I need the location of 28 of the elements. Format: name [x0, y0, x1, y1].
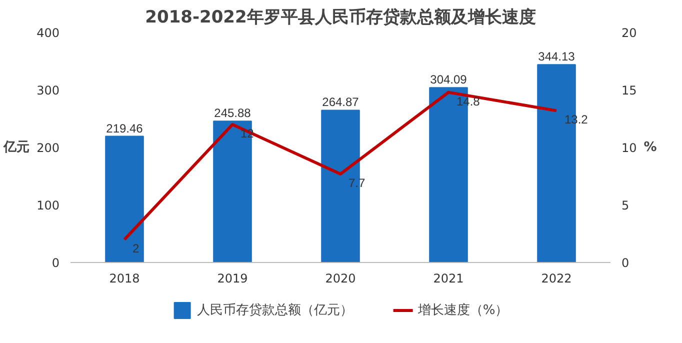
y-tick-label: 100 — [36, 198, 60, 212]
data-label: 219.46 — [106, 121, 144, 136]
legend-label: 增长速度（%） — [418, 302, 508, 319]
chart-title: 2018-2022年罗平县人民币存贷款总额及增长速度 — [145, 8, 536, 28]
y-axis-title: 亿元 — [2, 140, 30, 155]
legend-label: 人民币存贷款总额（亿元） — [196, 302, 353, 319]
x-tick-label: 2018 — [109, 272, 140, 286]
y2-tick-label: 10 — [622, 141, 637, 155]
x-tick-label: 2019 — [217, 272, 248, 286]
y2-tick-label: 20 — [622, 26, 637, 40]
y2-tick-label: 15 — [622, 84, 637, 98]
y2-axis-title: % — [644, 140, 657, 155]
data-label: 304.09 — [430, 72, 468, 87]
y-tick-label: 300 — [36, 84, 60, 98]
x-tick-label: 2022 — [541, 272, 572, 286]
x-tick-label: 2020 — [325, 272, 356, 286]
y-tick-label: 400 — [36, 26, 60, 40]
y2-tick-label: 5 — [622, 198, 630, 212]
data-label: 245.88 — [214, 106, 252, 120]
bar — [105, 136, 144, 262]
x-tick-label: 2021 — [433, 272, 464, 286]
y-tick-label: 0 — [52, 256, 60, 270]
y-tick-label: 200 — [36, 141, 60, 155]
data-label: 2 — [132, 242, 140, 256]
data-label: 264.87 — [322, 95, 360, 110]
data-label: 344.13 — [538, 50, 576, 64]
y2-tick-label: 0 — [622, 256, 630, 270]
bar — [213, 120, 252, 262]
